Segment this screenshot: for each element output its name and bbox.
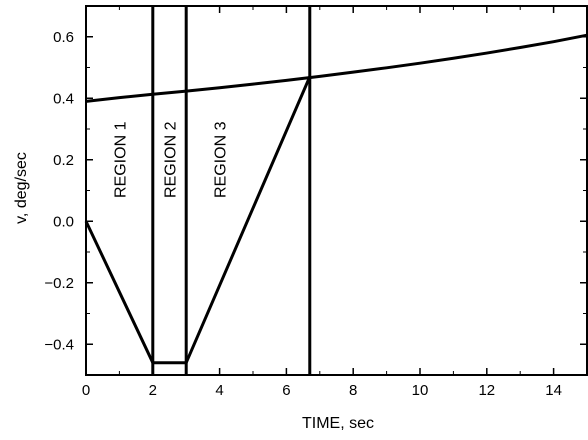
- region-label: REGION 2: [163, 121, 180, 198]
- x-tick-label: 8: [349, 382, 357, 399]
- y-tick-label: 0.2: [53, 152, 74, 169]
- y-tick-label: 0.6: [53, 29, 74, 46]
- region-label: REGION 3: [213, 121, 230, 198]
- x-tick-label: 4: [215, 382, 223, 399]
- series-line-curve: [85, 33, 588, 103]
- x-tick-label: 14: [545, 382, 562, 399]
- region-label: REGION 1: [112, 121, 129, 198]
- y-tick-label: −0.2: [44, 275, 74, 292]
- series-line-command: [84, 76, 312, 365]
- x-tick-label: 0: [82, 382, 90, 399]
- y-axis-label: v, deg/sec: [13, 152, 30, 224]
- plot-frame: [85, 5, 588, 376]
- x-tick-label: 12: [478, 382, 495, 399]
- plot-area: 0 2 4 6 8 10 12 14 −0.4 −0.2 0.0 0.2 0.4 0.6 REGION 1 R…: [44, 5, 588, 399]
- y-tick-label: −0.4: [44, 336, 74, 353]
- x-axis-label: TIME, sec: [302, 415, 374, 432]
- x-tick-label: 10: [412, 382, 429, 399]
- x-tick-label: 6: [282, 382, 290, 399]
- x-tick-label: 2: [149, 382, 157, 399]
- y-tick-label: 0.4: [53, 90, 74, 107]
- y-tick-label: 0.0: [53, 213, 74, 230]
